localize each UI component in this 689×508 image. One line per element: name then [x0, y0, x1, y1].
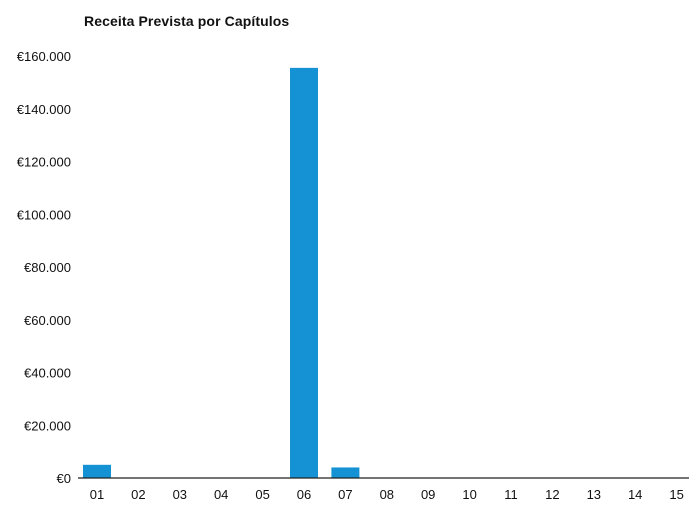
y-tick-label: €20.000	[24, 418, 71, 433]
x-tick-label: 06	[297, 487, 311, 502]
x-tick-label: 15	[669, 487, 683, 502]
x-tick-label: 09	[421, 487, 435, 502]
y-tick-label: €160.000	[17, 49, 71, 64]
x-tick-label: 13	[587, 487, 601, 502]
y-tick-label: €0	[57, 471, 71, 486]
x-tick-label: 07	[338, 487, 352, 502]
bar-01	[83, 464, 111, 478]
y-tick-label: €80.000	[24, 260, 71, 275]
bar-07	[331, 467, 360, 478]
x-tick-label: 02	[131, 487, 145, 502]
x-tick-label: 01	[90, 487, 104, 502]
y-tick-label: €120.000	[17, 155, 71, 170]
x-tick-label: 11	[504, 487, 518, 502]
x-tick-label: 14	[628, 487, 642, 502]
x-tick-label: 10	[462, 487, 476, 502]
y-tick-label: €140.000	[17, 102, 71, 117]
x-tick-label: 03	[173, 487, 187, 502]
y-tick-label: €60.000	[24, 313, 71, 328]
x-tick-label: 08	[380, 487, 394, 502]
x-tick-label: 05	[255, 487, 269, 502]
chart-title: Receita Prevista por Capítulos	[84, 13, 290, 29]
y-tick-label: €40.000	[24, 366, 71, 381]
x-tick-label: 12	[545, 487, 559, 502]
x-tick-label: 04	[214, 487, 228, 502]
y-tick-label: €100.000	[17, 207, 71, 222]
bar-06	[290, 67, 318, 479]
